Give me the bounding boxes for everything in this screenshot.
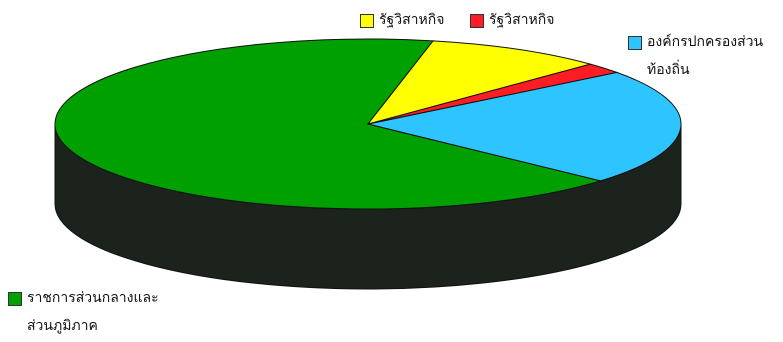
legend-entry-blue: องค์กรปกครองส่วนท้องถิ่น xyxy=(628,28,778,84)
legend-swatch xyxy=(360,14,374,28)
pie-slice-3 xyxy=(366,40,593,125)
legend-label: ราชการส่วนกลางและส่วนภูมิภาค xyxy=(27,290,159,334)
legend-entry-green: ราชการส่วนกลางและส่วนภูมิภาค xyxy=(8,284,178,340)
legend-label: รัฐวิสาหกิจ xyxy=(489,12,555,28)
pie-top-slices xyxy=(54,38,682,210)
legend-label: องค์กรปกครองส่วนท้องถิ่น xyxy=(647,34,764,78)
legend-swatch xyxy=(628,36,642,50)
legend-swatch xyxy=(8,292,22,306)
pie-slice-0 xyxy=(54,38,603,210)
legend-entry-red: รัฐวิสาหกิจ xyxy=(470,6,554,34)
legend-label: รัฐวิสาหกิจ xyxy=(379,12,445,28)
pie-slice-1 xyxy=(367,71,682,182)
legend-swatch xyxy=(470,14,484,28)
legend-entry-yellow: รัฐวิสาหกิจ xyxy=(360,6,444,34)
